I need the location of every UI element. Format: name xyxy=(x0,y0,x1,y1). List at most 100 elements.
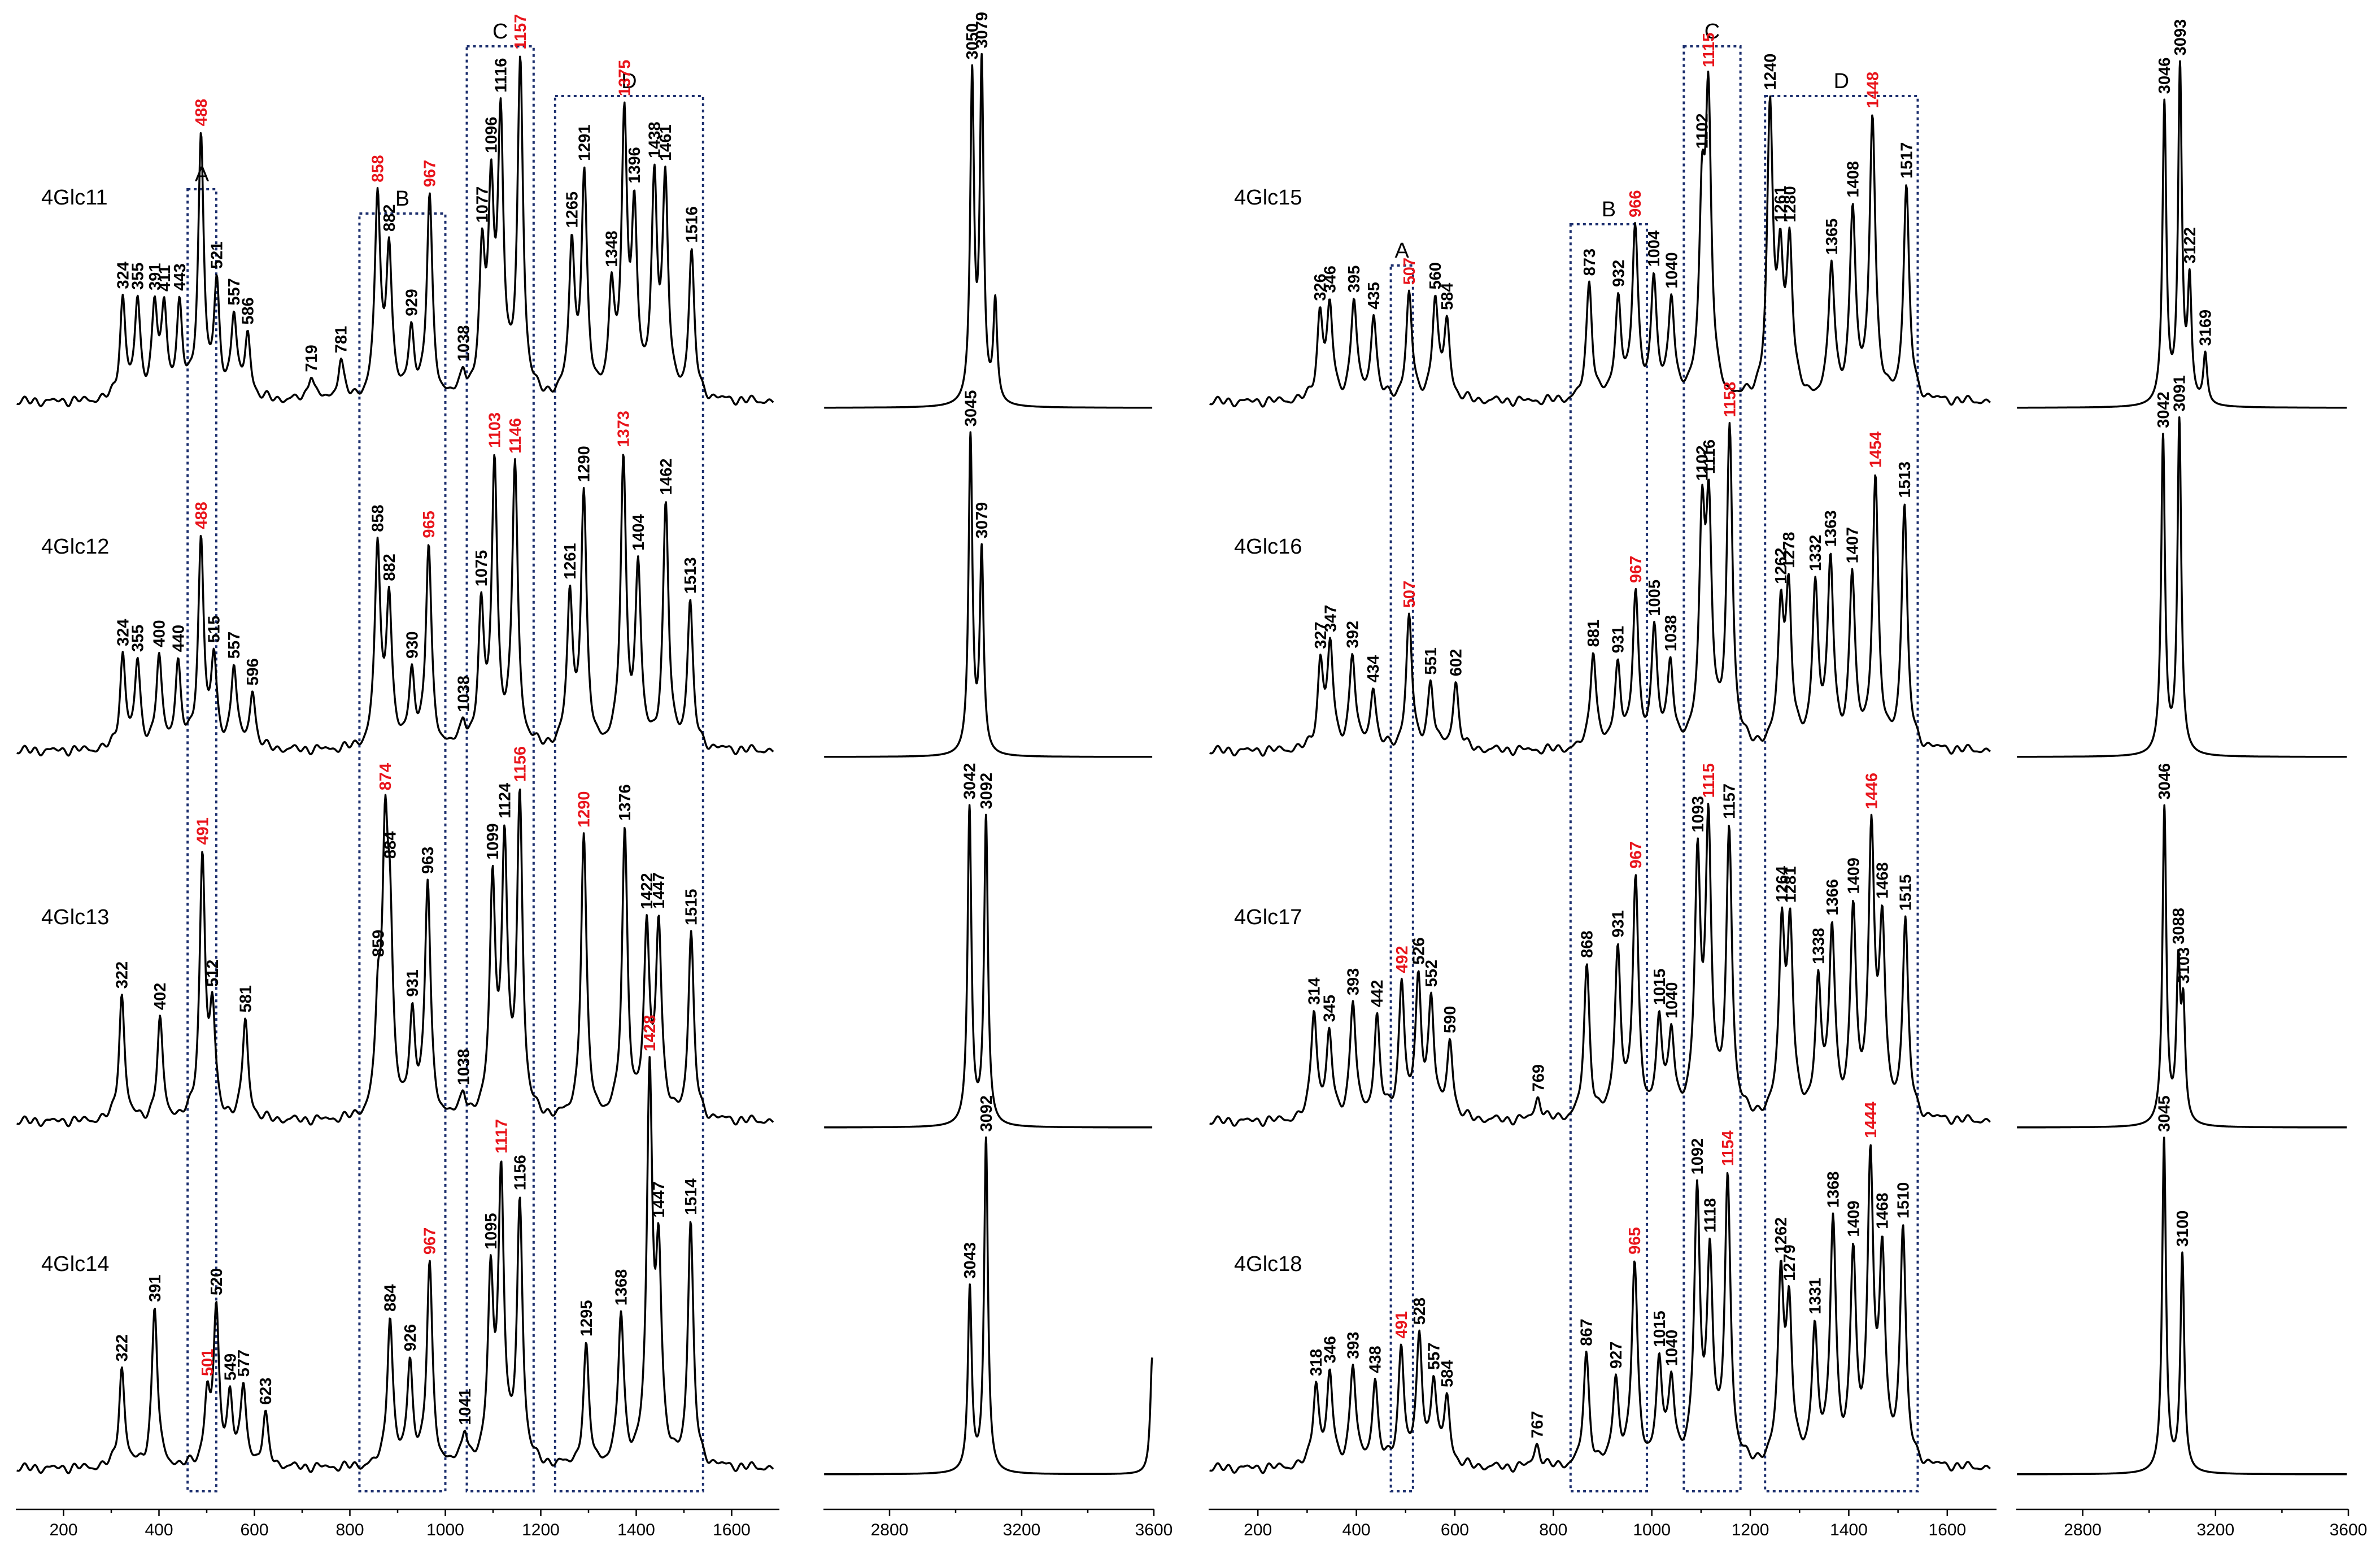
region-box-d xyxy=(1764,95,1919,1492)
peak-label: 391 xyxy=(146,1275,164,1302)
peak-label: 1517 xyxy=(1898,142,1916,179)
peak-label: 314 xyxy=(1306,977,1324,1004)
x-tick-label: 200 xyxy=(49,1521,77,1539)
peak-label: 1038 xyxy=(1662,615,1680,652)
peak-label: 963 xyxy=(419,847,437,874)
x-tick-label: 600 xyxy=(1441,1521,1469,1539)
peak-label: 931 xyxy=(1610,626,1628,653)
peak-label: 392 xyxy=(1344,621,1362,648)
peak-label: 1261 xyxy=(561,543,579,580)
peak-label: 1462 xyxy=(657,458,675,495)
peak-label: 623 xyxy=(257,1378,275,1405)
peak-label: 3079 xyxy=(973,12,991,49)
x-tick-label: 1400 xyxy=(1830,1521,1868,1539)
peak-label: 1116 xyxy=(1701,439,1719,474)
peak-label: 491 xyxy=(194,817,212,845)
x-tick-label: 3200 xyxy=(1003,1521,1041,1539)
peak-label: 868 xyxy=(1579,930,1597,957)
peak-label: 3043 xyxy=(961,1242,979,1279)
peak-label: 1095 xyxy=(482,1213,500,1250)
peak-label: 1157 xyxy=(1721,783,1739,819)
peak-label: 3169 xyxy=(2197,310,2215,346)
peak-label: 719 xyxy=(303,345,321,372)
peak-label: 326 xyxy=(1311,273,1330,301)
peak-label: 929 xyxy=(403,289,421,316)
peak-label: 1102 xyxy=(1694,445,1712,481)
peak-label: 1454 xyxy=(1867,432,1885,468)
peak-label: 1332 xyxy=(1807,535,1825,572)
peak-label: 1005 xyxy=(1646,580,1664,616)
peak-label: 1428 xyxy=(641,1015,659,1052)
peak-label: 967 xyxy=(421,1227,439,1255)
spectrum-high-line xyxy=(2016,416,2348,758)
peak-label: 327 xyxy=(1312,622,1330,649)
peak-label: 557 xyxy=(1425,1343,1443,1370)
x-tick-label: 1200 xyxy=(522,1521,560,1539)
peak-label: 557 xyxy=(225,278,243,305)
peak-label: 586 xyxy=(239,297,258,324)
peak-label: 1040 xyxy=(1663,252,1681,289)
peak-label: 932 xyxy=(1610,260,1628,287)
peak-label: 512 xyxy=(204,960,222,987)
peak-label: 967 xyxy=(1627,841,1645,868)
region-box-c xyxy=(465,45,535,1492)
x-tick-label: 1600 xyxy=(1928,1521,1966,1539)
peak-label: 1348 xyxy=(603,230,621,267)
region-box-d xyxy=(553,95,704,1492)
peak-label: 1368 xyxy=(1825,1172,1843,1208)
peak-label: 859 xyxy=(369,930,387,957)
peak-label: 1038 xyxy=(455,325,473,362)
peak-label: 402 xyxy=(151,983,169,1010)
peak-label: 443 xyxy=(171,263,189,290)
region-label-c: C xyxy=(492,20,508,43)
peak-label: 3045 xyxy=(962,390,980,427)
peak-label: 521 xyxy=(208,242,226,269)
peak-label: 492 xyxy=(1393,946,1411,973)
x-tick-label: 1400 xyxy=(617,1521,655,1539)
region-label-b: B xyxy=(1602,198,1616,221)
peak-label: 882 xyxy=(381,554,399,581)
peak-label: 967 xyxy=(421,160,439,187)
peak-label: 1124 xyxy=(496,783,514,819)
peak-label: 3091 xyxy=(2171,375,2189,412)
peak-label: 884 xyxy=(381,1284,399,1311)
peak-label: 1278 xyxy=(1780,532,1798,568)
peak-label: 1422 xyxy=(638,873,656,909)
peak-label: 551 xyxy=(1422,647,1440,674)
region-label-d: D xyxy=(621,69,637,93)
peak-label: 1115 xyxy=(1700,763,1718,798)
peak-label: 501 xyxy=(199,1349,217,1376)
peak-label: 355 xyxy=(129,625,147,652)
spectrum-high-line xyxy=(823,431,1153,758)
peak-label: 1514 xyxy=(682,1178,700,1215)
peak-label: 873 xyxy=(1581,249,1599,276)
x-tick-label: 1000 xyxy=(1633,1521,1671,1539)
peak-label: 1099 xyxy=(484,823,502,860)
peak-label: 1366 xyxy=(1824,879,1842,916)
peak-label: 882 xyxy=(381,204,399,232)
peak-label: 1428 xyxy=(641,1015,659,1052)
peak-label: 581 xyxy=(237,985,255,1012)
x-tick-label: 3200 xyxy=(2196,1521,2234,1539)
spectrum-low-line xyxy=(16,1056,774,1474)
x-tick-label: 3600 xyxy=(1135,1521,1173,1539)
region-box-b xyxy=(358,212,447,1492)
peak-label: 435 xyxy=(1365,282,1383,309)
region-label-b: B xyxy=(395,187,409,211)
peak-label: 491 xyxy=(1393,1311,1411,1338)
peak-label: 584 xyxy=(1439,283,1457,310)
peak-label: 767 xyxy=(1529,1411,1547,1438)
spectrum-high-line xyxy=(823,1136,1153,1475)
peak-label: 1015 xyxy=(1651,969,1669,1005)
peak-label: 602 xyxy=(1448,649,1466,676)
peak-label: 3042 xyxy=(961,763,979,800)
peak-label: 1468 xyxy=(1874,1192,1892,1229)
spectrum-high-line xyxy=(2016,1137,2348,1475)
peak-label: 3092 xyxy=(978,773,996,809)
peak-label: 965 xyxy=(420,511,438,538)
peak-label: 1154 xyxy=(1719,1130,1737,1166)
peak-label: 1515 xyxy=(1897,874,1915,911)
peak-label: 1409 xyxy=(1845,857,1863,894)
peak-label: 507 xyxy=(1401,258,1419,285)
peak-label: 393 xyxy=(1344,968,1362,995)
